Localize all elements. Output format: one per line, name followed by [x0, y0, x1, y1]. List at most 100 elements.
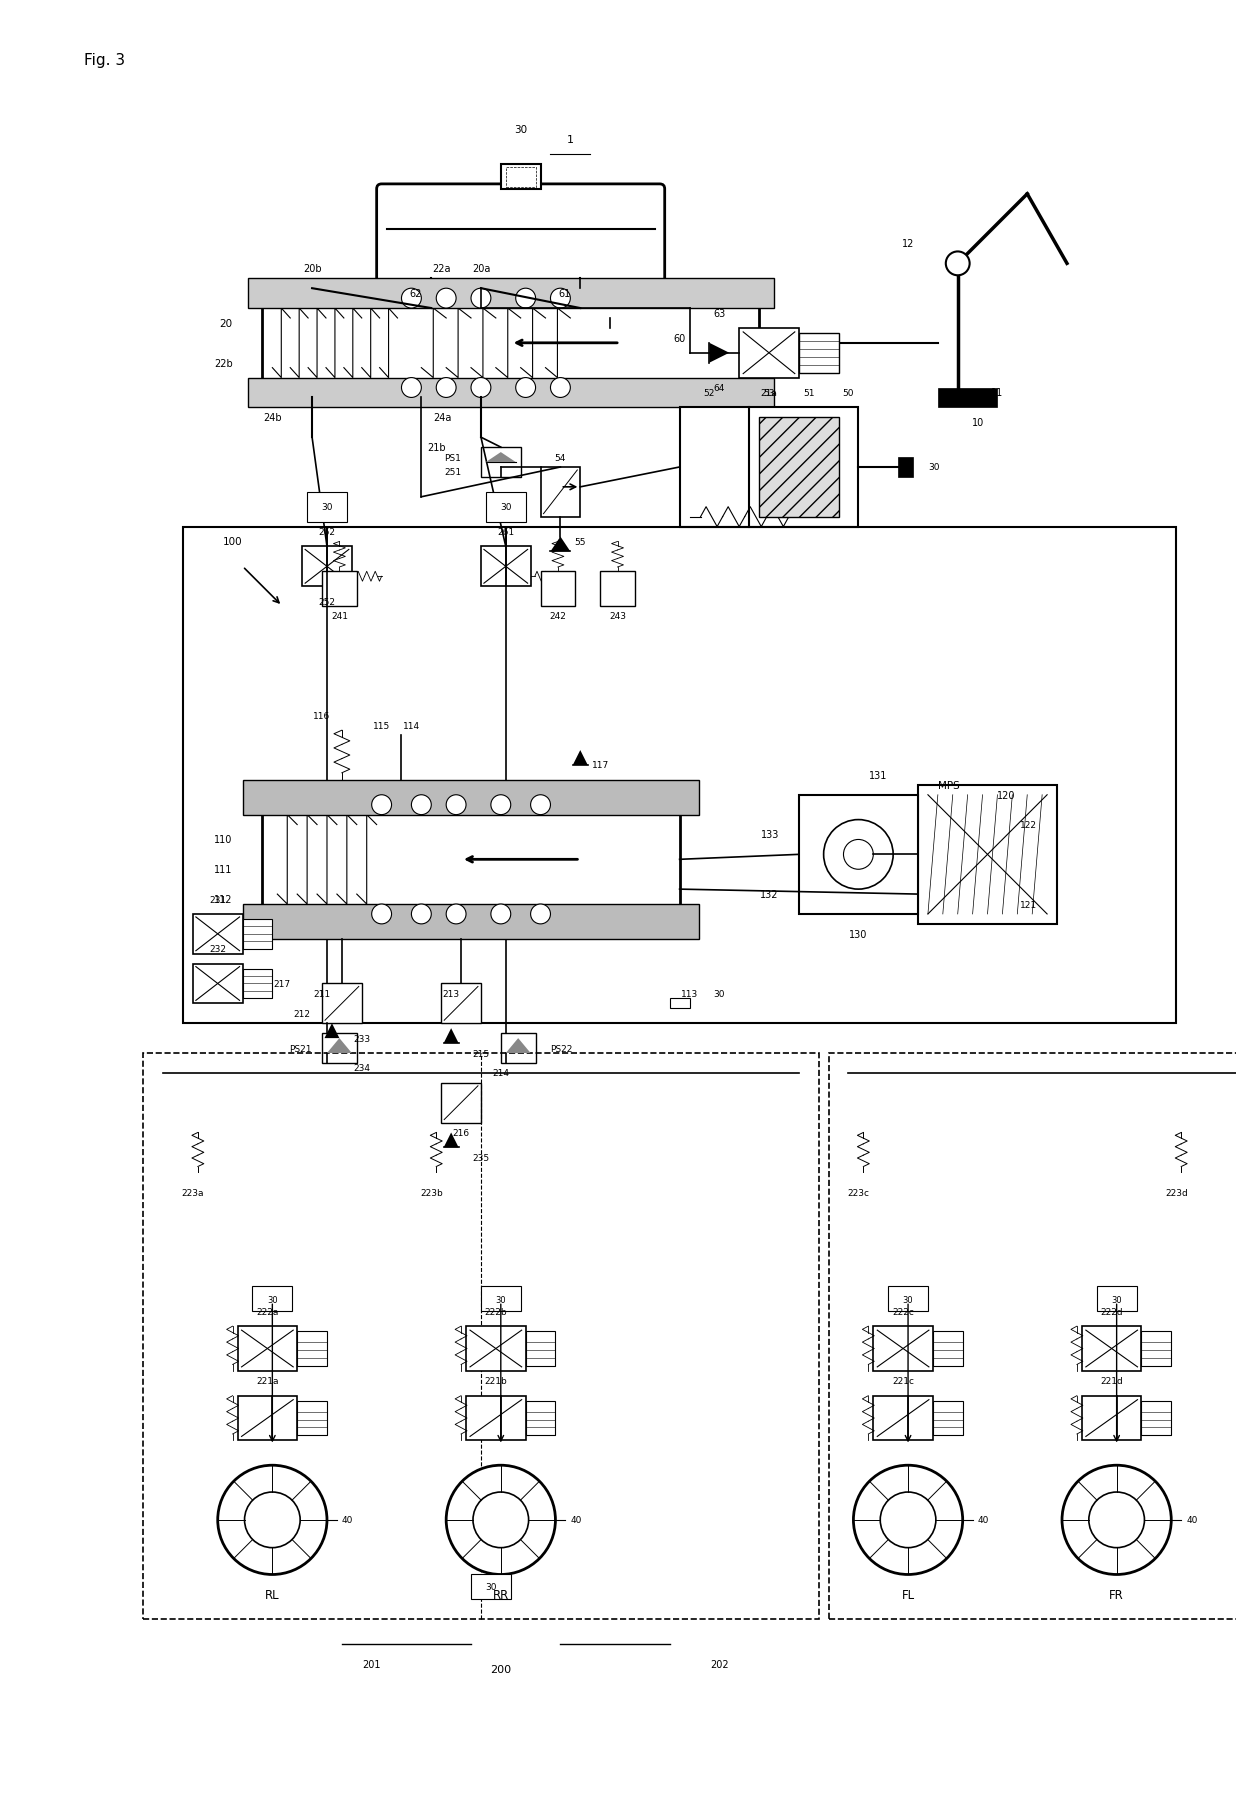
- Bar: [898, 457, 913, 477]
- Text: 243: 243: [609, 611, 626, 620]
- Bar: [298, 1400, 327, 1435]
- Circle shape: [446, 795, 466, 814]
- Text: 21a: 21a: [760, 388, 777, 397]
- Text: Fig. 3: Fig. 3: [83, 53, 125, 69]
- Text: 116: 116: [314, 711, 331, 720]
- Bar: [873, 1397, 932, 1440]
- Bar: [486, 493, 526, 522]
- Polygon shape: [444, 1134, 459, 1148]
- Circle shape: [218, 1466, 327, 1575]
- Circle shape: [551, 288, 570, 308]
- Text: 113: 113: [681, 989, 698, 998]
- Text: 232: 232: [210, 945, 226, 954]
- Circle shape: [412, 905, 432, 925]
- Text: 20b: 20b: [303, 265, 321, 274]
- Circle shape: [516, 379, 536, 399]
- Circle shape: [471, 379, 491, 399]
- Text: 130: 130: [849, 929, 868, 940]
- Text: 30: 30: [496, 1295, 506, 1304]
- Bar: [263, 288, 759, 399]
- Bar: [739, 328, 799, 379]
- Bar: [243, 969, 273, 1000]
- Text: 252: 252: [319, 597, 336, 606]
- Text: 222b: 222b: [485, 1308, 507, 1315]
- Text: 12: 12: [901, 239, 914, 249]
- Text: 64: 64: [714, 385, 725, 394]
- Text: 132: 132: [760, 889, 779, 900]
- Polygon shape: [506, 1039, 531, 1054]
- Bar: [828, 1054, 1240, 1620]
- Text: 54: 54: [554, 454, 567, 463]
- Text: 222d: 222d: [1100, 1308, 1123, 1315]
- Bar: [799, 795, 918, 914]
- Bar: [144, 1054, 818, 1620]
- Text: 22a: 22a: [432, 265, 450, 274]
- Text: 1: 1: [567, 134, 574, 145]
- Text: 213: 213: [443, 989, 460, 998]
- Circle shape: [446, 1466, 556, 1575]
- Text: 200: 200: [490, 1663, 511, 1674]
- Text: 231: 231: [210, 894, 226, 903]
- Bar: [481, 448, 521, 477]
- Circle shape: [946, 252, 970, 276]
- Circle shape: [372, 905, 392, 925]
- Text: 212: 212: [294, 1009, 311, 1018]
- Bar: [481, 1286, 521, 1312]
- Text: 22b: 22b: [213, 359, 233, 368]
- Circle shape: [436, 288, 456, 308]
- Circle shape: [436, 379, 456, 399]
- Text: 223b: 223b: [420, 1188, 443, 1197]
- Text: 221d: 221d: [1100, 1377, 1123, 1386]
- Text: 221c: 221c: [892, 1377, 914, 1386]
- Text: 24b: 24b: [264, 414, 283, 423]
- Bar: [243, 780, 699, 814]
- Circle shape: [412, 795, 432, 814]
- Bar: [1142, 1400, 1172, 1435]
- Polygon shape: [486, 454, 516, 463]
- Text: 30: 30: [267, 1295, 278, 1304]
- Text: 40: 40: [570, 1515, 582, 1524]
- Bar: [506, 169, 536, 189]
- Text: 201: 201: [362, 1660, 381, 1669]
- Text: 111: 111: [215, 865, 233, 874]
- Text: 30: 30: [515, 125, 527, 136]
- Text: 40: 40: [977, 1515, 990, 1524]
- Text: 30: 30: [1111, 1295, 1122, 1304]
- Text: 251: 251: [444, 468, 461, 477]
- Circle shape: [402, 288, 422, 308]
- Bar: [541, 571, 575, 606]
- Text: 51: 51: [804, 388, 815, 397]
- Bar: [932, 1331, 962, 1366]
- Circle shape: [880, 1493, 936, 1547]
- Bar: [441, 983, 481, 1023]
- Circle shape: [471, 288, 491, 308]
- Text: 114: 114: [403, 722, 420, 731]
- Bar: [193, 963, 243, 1003]
- Text: 61: 61: [558, 288, 570, 299]
- Text: 24a: 24a: [433, 414, 451, 423]
- Text: 30: 30: [500, 502, 512, 512]
- Circle shape: [763, 332, 786, 356]
- Bar: [238, 1397, 298, 1440]
- Text: 221b: 221b: [485, 1377, 507, 1386]
- Text: 121: 121: [1021, 900, 1037, 909]
- Circle shape: [244, 1493, 300, 1547]
- Polygon shape: [709, 343, 729, 363]
- Text: 233: 233: [353, 1034, 371, 1043]
- Text: 40: 40: [342, 1515, 353, 1524]
- Bar: [501, 1034, 536, 1063]
- Text: 221a: 221a: [257, 1377, 279, 1386]
- Bar: [243, 905, 699, 940]
- Polygon shape: [325, 1023, 340, 1039]
- Text: 122: 122: [1021, 820, 1037, 829]
- Bar: [322, 571, 357, 606]
- Text: 202: 202: [711, 1660, 729, 1669]
- Text: PS22: PS22: [551, 1045, 573, 1052]
- Bar: [471, 1575, 511, 1600]
- Circle shape: [491, 905, 511, 925]
- Bar: [193, 914, 243, 954]
- Bar: [501, 165, 541, 190]
- Bar: [1081, 1326, 1142, 1371]
- Text: FR: FR: [1110, 1587, 1123, 1602]
- Text: 234: 234: [353, 1063, 371, 1072]
